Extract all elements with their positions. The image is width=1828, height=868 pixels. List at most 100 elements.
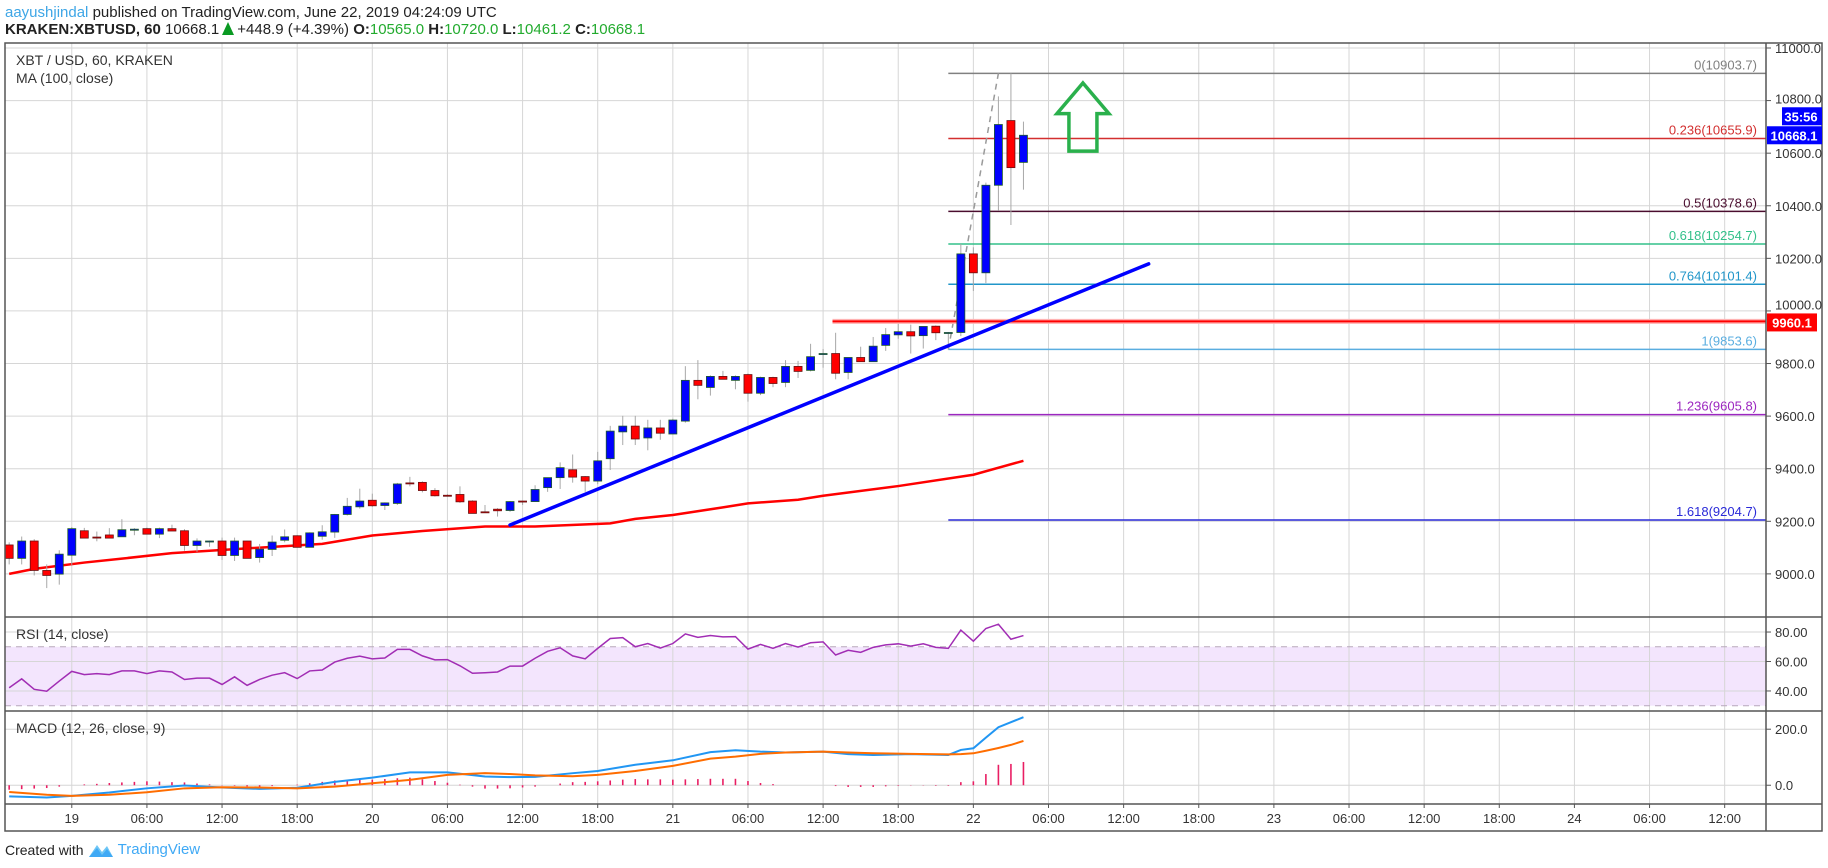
- candle-body-up: [555, 467, 565, 479]
- low-label: L:: [502, 21, 517, 38]
- price-axis-label: 11000.0: [1775, 41, 1821, 56]
- candle-body-down: [92, 536, 102, 539]
- candle-body-down: [180, 530, 189, 546]
- candle-body-up: [543, 477, 553, 489]
- ma-legend[interactable]: MA (100, close): [16, 70, 114, 86]
- candle: [906, 324, 916, 354]
- time-axis-label: 18:00: [1483, 811, 1516, 826]
- publish-line: aayushjindal published on TradingView.co…: [5, 4, 497, 22]
- candle: [79, 527, 89, 539]
- candle: [493, 508, 502, 517]
- author-link[interactable]: aayushjindal: [5, 4, 89, 21]
- close-label: C:: [575, 21, 591, 38]
- candle-body-up: [943, 332, 953, 334]
- candle-body-down: [931, 325, 941, 334]
- bar-countdown-label: 35:56: [1784, 109, 1817, 124]
- candle-body-up: [881, 334, 891, 346]
- candle: [643, 419, 653, 451]
- candle: [580, 476, 590, 492]
- candle: [29, 539, 39, 576]
- macd-axis-label: 0.0: [1775, 778, 1793, 793]
- candle: [205, 540, 214, 547]
- candle-body-down: [367, 499, 377, 507]
- candle: [468, 500, 477, 514]
- candle-body-up: [305, 532, 315, 548]
- candle: [217, 537, 227, 560]
- candle-body-up: [668, 419, 678, 435]
- fib-level-label: 0(10903.7): [1694, 57, 1757, 72]
- grid: [5, 43, 1766, 804]
- candle: [180, 529, 189, 551]
- candle-body-up: [868, 345, 878, 363]
- candle: [342, 497, 352, 516]
- candle-body-up: [843, 357, 853, 373]
- candle-body-down: [455, 494, 465, 503]
- candle-body-down: [217, 540, 227, 556]
- signal-line: [9, 740, 1024, 797]
- candle: [518, 500, 527, 505]
- close-value: 10668.1: [590, 21, 646, 38]
- candle: [405, 476, 415, 487]
- candle: [92, 531, 102, 542]
- candle-body-up: [192, 540, 202, 546]
- time-axis-label: 21: [666, 811, 680, 826]
- candle: [505, 501, 515, 512]
- price-change: +448.9 (+4.39%): [237, 21, 350, 38]
- candle-body-up: [255, 548, 265, 558]
- candle-body-down: [4, 544, 14, 559]
- fib-level-label: 0.236(10655.9): [1669, 122, 1757, 137]
- candle: [67, 527, 77, 565]
- candle: [392, 482, 402, 505]
- price-axis-label: 10000.0: [1775, 297, 1822, 312]
- time-axis-label: 12:00: [206, 811, 239, 826]
- candle-body-down: [480, 511, 490, 514]
- candle-body-down: [443, 494, 452, 497]
- candle: [893, 323, 903, 339]
- macd-legend[interactable]: MACD (12, 26, close, 9): [16, 720, 166, 736]
- rsi-legend[interactable]: RSI (14, close): [16, 626, 109, 642]
- candle: [568, 454, 578, 483]
- candle: [1006, 73, 1016, 225]
- candle: [655, 419, 665, 440]
- candle-body-up: [54, 553, 64, 575]
- candle: [292, 535, 302, 548]
- candle-body-up: [605, 430, 615, 460]
- price-axis-label: 10600.0: [1775, 146, 1822, 161]
- candle: [768, 376, 778, 388]
- candle-body-up: [981, 184, 991, 274]
- candle: [417, 481, 427, 493]
- candle: [693, 360, 703, 400]
- candle-body-down: [718, 376, 728, 380]
- candle: [367, 493, 377, 507]
- candle: [555, 462, 565, 489]
- time-axis-label: 23: [1267, 811, 1281, 826]
- time-axis-label: 12:00: [1107, 811, 1140, 826]
- candle-body-down: [430, 490, 440, 497]
- candle-body-down: [167, 528, 177, 532]
- price-axis-label: 9200.0: [1775, 514, 1815, 529]
- candle-body-down: [405, 482, 415, 485]
- candle: [480, 504, 490, 514]
- candle: [818, 349, 828, 368]
- candle-body-down: [292, 535, 302, 548]
- candle-body-up: [731, 376, 740, 381]
- symbol-line: KRAKEN:XBTUSD, 60 10668.1 +448.9 (+4.39%)…: [5, 21, 645, 39]
- candle-body-down: [768, 377, 778, 384]
- last-price-badge: [1767, 126, 1822, 145]
- candle: [881, 328, 891, 351]
- macd-histogram: [8, 761, 1025, 790]
- candle: [242, 540, 252, 559]
- trendline[interactable]: [508, 262, 1151, 527]
- chart-frame: [4, 42, 1823, 832]
- main-series-legend[interactable]: XBT / USD, 60, KRAKEN: [16, 52, 173, 68]
- tradingview-brand-link[interactable]: TradingView: [117, 841, 201, 858]
- candle-body-down: [29, 540, 39, 571]
- candle-body-down: [417, 481, 427, 491]
- candle-body-up: [1019, 134, 1028, 163]
- up-arrow-icon[interactable]: [1053, 80, 1113, 153]
- rsi-band: [5, 646, 1766, 706]
- time-axis-label: 12:00: [1708, 811, 1741, 826]
- candle: [706, 375, 715, 396]
- candle: [455, 486, 465, 503]
